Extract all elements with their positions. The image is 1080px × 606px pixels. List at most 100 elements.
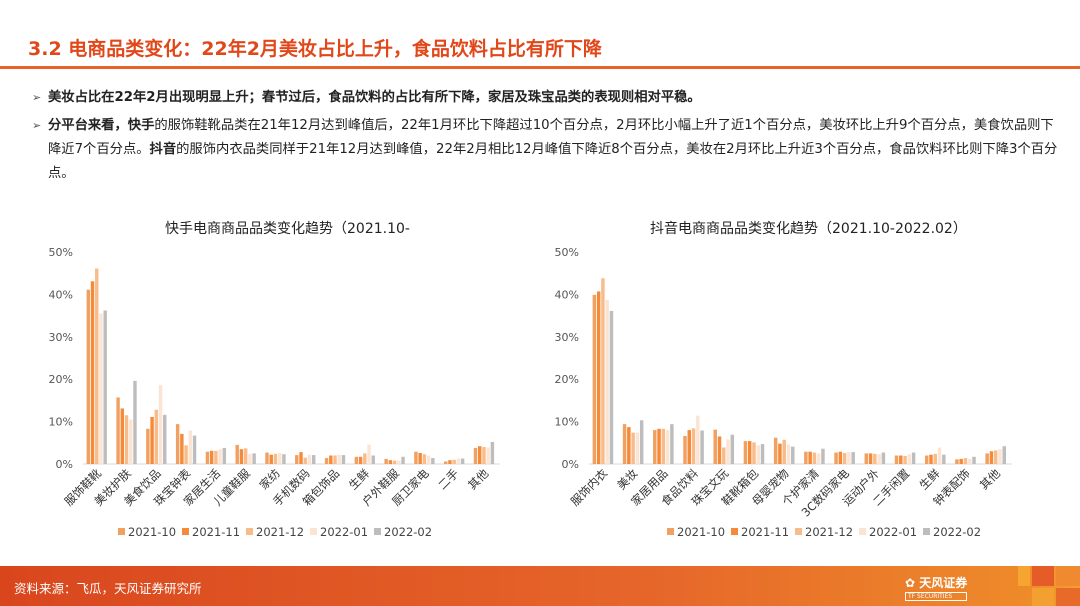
bar-2021-11: [838, 451, 843, 464]
bar-2021-12: [452, 459, 456, 464]
bar-2022-01: [907, 454, 912, 464]
legend-swatch: [795, 528, 802, 535]
legend-swatch: [118, 528, 125, 535]
bar-2021-12: [933, 453, 938, 464]
bar-2021-10: [834, 452, 838, 464]
bar-2021-12: [214, 450, 218, 464]
bullet-text-segment: 美妆占比在22年2月出现明显上升；春节过后，食品饮料的占比有所下降，家居及珠宝品…: [48, 90, 701, 105]
bullet-text-segment: 分平台来看，快手: [48, 118, 155, 133]
bar-2021-12: [842, 452, 847, 464]
bar-2021-10: [175, 424, 180, 464]
x-tick-label: 美妆: [614, 466, 641, 493]
bar-2021-10: [444, 461, 448, 464]
bar-2021-10: [354, 456, 359, 464]
bar-2021-11: [269, 454, 273, 464]
bar-2022-02: [341, 455, 346, 464]
bar-2022-02: [163, 414, 167, 464]
bar-2021-12: [333, 455, 337, 464]
legend-label: 2021-11: [192, 525, 240, 539]
bar-2022-02: [431, 458, 435, 464]
bar-2021-11: [989, 451, 994, 464]
chart-title: 抖音电商商品品类变化趋势（2021.10-2022.02）: [650, 220, 967, 237]
bar-2021-12: [482, 447, 486, 464]
x-tick-label: 家纺: [257, 466, 283, 492]
bar-2021-10: [985, 453, 989, 464]
bar-2021-10: [864, 453, 869, 464]
bar-2021-11: [329, 455, 333, 464]
bar-2022-01: [277, 452, 282, 464]
bar-2022-01: [188, 430, 193, 464]
bar-2022-02: [460, 458, 465, 464]
bar-2022-02: [609, 310, 614, 464]
legend-swatch: [667, 528, 674, 535]
x-tick-label: 生鲜: [916, 466, 943, 493]
bar-2021-10: [622, 424, 627, 464]
bullet-list: ➢ 美妆占比在22年2月出现明显上升；春节过后，食品饮料的占比有所下降，家居及珠宝…: [32, 86, 1062, 190]
bar-2021-10: [894, 455, 899, 464]
legend-swatch: [182, 528, 189, 535]
legend-swatch: [731, 528, 738, 535]
legend-label: 2021-10: [677, 525, 725, 539]
bar-2021-12: [243, 448, 248, 464]
bar-2021-12: [661, 428, 666, 464]
y-tick-label: 0%: [56, 458, 73, 471]
bar-2022-02: [760, 444, 765, 464]
bar-2021-11: [929, 454, 933, 464]
bar-2022-01: [367, 444, 371, 464]
bar-2022-02: [401, 456, 405, 464]
bar-2021-11: [90, 281, 95, 464]
legend-label: 2021-12: [256, 525, 304, 539]
title-divider: [0, 66, 1080, 69]
bar-2022-02: [881, 452, 886, 464]
bar-2022-02: [282, 454, 286, 464]
bar-2021-10: [955, 459, 959, 464]
bar-2022-01: [665, 430, 670, 464]
bar-2021-11: [808, 451, 812, 464]
bar-2022-02: [103, 310, 107, 464]
bar-2021-10: [683, 436, 687, 464]
bar-2022-01: [696, 415, 700, 464]
bar-2022-01: [397, 460, 401, 464]
bar-2021-10: [414, 451, 418, 464]
x-tick-label: 其他: [465, 466, 492, 493]
bar-2022-02: [730, 434, 735, 464]
bar-2022-02: [670, 424, 674, 464]
legend-label: 2021-10: [128, 525, 176, 539]
bar-2021-12: [631, 432, 635, 464]
bar-2022-01: [218, 449, 222, 464]
bar-2021-11: [687, 430, 692, 464]
bar-2022-02: [490, 441, 495, 464]
y-tick-label: 10%: [555, 416, 579, 429]
bar-2021-11: [596, 291, 601, 464]
bar-2022-02: [700, 430, 704, 464]
x-tick-label: 服饰内衣: [568, 466, 611, 509]
bar-2021-10: [924, 455, 929, 464]
arrow-bullet-icon: ➢: [32, 119, 42, 132]
bar-2021-11: [778, 443, 782, 464]
y-tick-label: 30%: [49, 331, 73, 344]
bar-2022-02: [311, 455, 316, 464]
bar-2022-01: [756, 445, 760, 464]
bar-2021-11: [717, 436, 722, 464]
legend-swatch: [923, 528, 930, 535]
bar-2022-01: [99, 313, 103, 464]
bullet-text-segment: 的服饰内衣品类同样于21年12月达到峰值，22年2月相比12月峰值下降近8个百分…: [48, 142, 1058, 181]
bar-2021-11: [209, 450, 214, 464]
bar-2021-11: [299, 452, 303, 464]
bar-2022-01: [816, 453, 821, 464]
legend-label: 2022-01: [869, 525, 917, 539]
bar-2021-12: [812, 452, 817, 464]
bar-2021-11: [180, 433, 184, 464]
footer: 资料来源：飞瓜，天风证券研究所 ✿ 天风证券 TF SECURITIES: [0, 566, 1080, 606]
legend-label: 2021-11: [741, 525, 789, 539]
bar-2022-02: [133, 380, 137, 464]
bar-2021-11: [448, 460, 452, 464]
bar-2021-10: [773, 437, 778, 464]
bar-2021-12: [422, 454, 427, 464]
bar-2021-12: [95, 268, 99, 464]
legend-swatch: [310, 528, 317, 535]
bar-2022-02: [942, 454, 946, 464]
bar-2022-02: [851, 452, 855, 464]
bar-2021-12: [873, 453, 877, 464]
bar-2022-02: [192, 435, 197, 464]
